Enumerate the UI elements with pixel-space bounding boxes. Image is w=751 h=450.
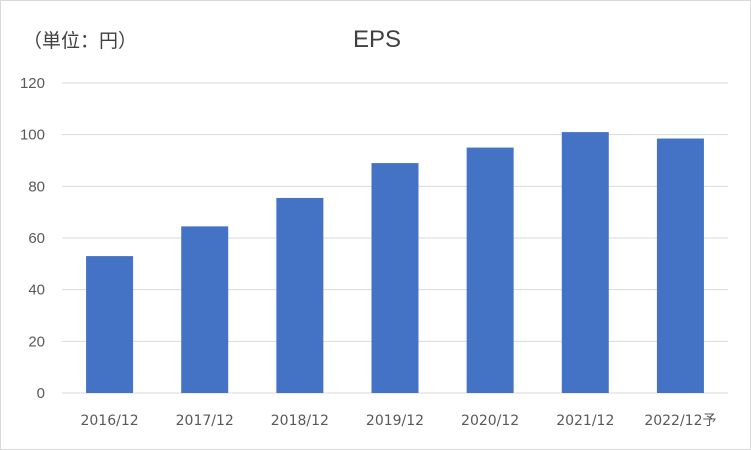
y-tick-label: 40 xyxy=(28,282,45,299)
unit-label: （単位：円） xyxy=(23,30,137,52)
y-tick-label: 100 xyxy=(20,127,45,144)
x-category-label: 2016/12 xyxy=(80,413,138,429)
bar-2016-12 xyxy=(86,256,134,393)
y-tick-label: 80 xyxy=(28,178,45,195)
x-category-label: 2021/12 xyxy=(556,413,614,429)
x-category-label: 2022/12予 xyxy=(644,413,716,429)
bar-2017-12 xyxy=(181,226,229,393)
x-axis-categories: 2016/12 2017/12 2018/12 2019/12 2020/12 2021/… xyxy=(80,413,716,429)
bar-2022-12- xyxy=(656,138,704,393)
x-category-label: 2017/12 xyxy=(176,413,234,429)
x-category-label: 2020/12 xyxy=(461,413,519,429)
x-category-label: 2019/12 xyxy=(366,413,424,429)
y-tick-label: 20 xyxy=(28,333,45,350)
x-category-label: 2018/12 xyxy=(271,413,329,429)
y-axis-ticks: 0 20 40 60 80 100 120 xyxy=(20,75,45,402)
bar-2021-12 xyxy=(561,132,609,394)
y-tick-label: 0 xyxy=(37,385,45,402)
bar-2018-12 xyxy=(276,197,324,393)
chart-title: EPS xyxy=(353,26,401,53)
bar-2019-12 xyxy=(371,163,419,393)
y-tick-label: 60 xyxy=(28,230,45,247)
bar-2020-12 xyxy=(466,147,514,393)
y-tick-label: 120 xyxy=(20,75,45,92)
bars xyxy=(86,132,704,394)
